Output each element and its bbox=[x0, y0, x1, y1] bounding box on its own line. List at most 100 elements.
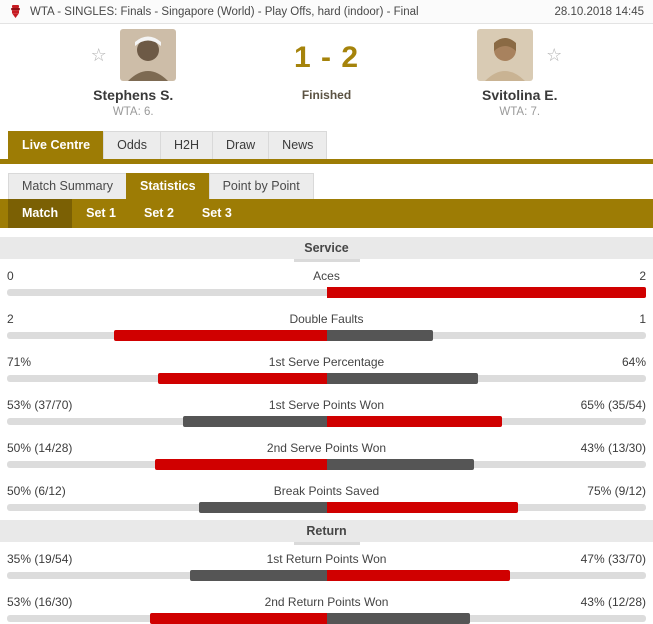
stat-bar-fill-away bbox=[326, 416, 503, 427]
stat-row-1st-serve-percentage: 71% 1st Serve Percentage 64% bbox=[0, 348, 653, 384]
stat-label: Break Points Saved bbox=[273, 484, 380, 498]
player-photo-away[interactable] bbox=[477, 29, 534, 81]
stat-row-double-faults: 2 Double Faults 1 bbox=[0, 305, 653, 341]
player-photo-home[interactable] bbox=[119, 29, 176, 81]
player-name-away[interactable]: Svitolina E. bbox=[482, 87, 558, 103]
tab-h2h[interactable]: H2H bbox=[159, 131, 213, 159]
match-score: 1 - 2 bbox=[293, 41, 360, 74]
participant-home: ☆ Stephens S. WTA: 6. bbox=[0, 29, 267, 131]
stats-section-title: Return bbox=[306, 524, 347, 538]
stats-section-header-service: Service bbox=[0, 237, 653, 262]
stat-label: 1st Serve Points Won bbox=[268, 398, 385, 412]
stat-value-away: 1 bbox=[639, 312, 646, 326]
stat-label: Aces bbox=[313, 269, 340, 283]
match-datetime: 28.10.2018 14:45 bbox=[554, 5, 644, 18]
stat-label: 1st Serve Percentage bbox=[268, 355, 385, 369]
set-tab-match[interactable]: Match bbox=[8, 199, 73, 228]
stat-row-2nd-serve-points-won: 50% (14/28) 2nd Serve Points Won 43% (13/3… bbox=[0, 434, 653, 470]
stat-label: 2nd Return Points Won bbox=[264, 595, 389, 609]
stat-row-1st-return-points-won: 35% (19/54) 1st Return Points Won 47% (33/… bbox=[0, 545, 653, 581]
active-tab-underline bbox=[0, 159, 653, 164]
set-tabs: Match Set 1 Set 2 Set 3 bbox=[0, 199, 653, 228]
stat-bar-fill-home bbox=[113, 330, 327, 341]
sub-tabs: Match Summary Statistics Point by Point bbox=[0, 173, 653, 199]
stat-value-away: 65% (35/54) bbox=[580, 398, 646, 412]
stat-value-home: 0 bbox=[7, 269, 14, 283]
subtab-match-summary[interactable]: Match Summary bbox=[8, 173, 127, 199]
stat-bar bbox=[7, 373, 646, 384]
stat-row-aces: 0 Aces 2 bbox=[0, 262, 653, 298]
set-tab-set-1[interactable]: Set 1 bbox=[86, 206, 117, 220]
stat-bar bbox=[7, 416, 646, 427]
stats-section-header-return: Return bbox=[0, 520, 653, 545]
stat-bar-fill-home bbox=[154, 459, 327, 470]
stat-bar bbox=[7, 570, 646, 581]
stat-bar bbox=[7, 287, 646, 298]
stat-row-break-points-saved: 50% (6/12) Break Points Saved 75% (9/12) bbox=[0, 477, 653, 513]
stat-bar bbox=[7, 330, 646, 341]
stat-texts: 2 Double Faults 1 bbox=[7, 311, 646, 328]
stat-bar-fill-away bbox=[326, 459, 475, 470]
stat-value-home: 50% (14/28) bbox=[7, 441, 73, 455]
stat-bar-fill-home bbox=[190, 570, 327, 581]
stat-label: Double Faults bbox=[289, 312, 364, 326]
stat-bar bbox=[7, 459, 646, 470]
stat-value-away: 2 bbox=[639, 269, 646, 283]
stat-bar-fill-home bbox=[158, 373, 327, 384]
stat-value-away: 64% bbox=[621, 355, 646, 369]
main-tabs: Live Centre Odds H2H Draw News bbox=[0, 131, 653, 159]
match-status: Finished bbox=[301, 88, 352, 102]
player-name-home[interactable]: Stephens S. bbox=[93, 87, 174, 103]
match-header-bar: WTA - SINGLES: Finals - Singapore (World… bbox=[0, 0, 653, 24]
stat-bar-fill-away bbox=[326, 502, 519, 513]
stat-value-away: 43% (12/28) bbox=[580, 595, 646, 609]
player-ranking-away: WTA: 7. bbox=[499, 106, 541, 118]
stat-texts: 53% (37/70) 1st Serve Points Won 65% (35/5… bbox=[7, 397, 646, 414]
stat-label: 1st Return Points Won bbox=[266, 552, 387, 566]
stat-texts: 50% (14/28) 2nd Serve Points Won 43% (13/3… bbox=[7, 440, 646, 457]
stat-texts: 53% (16/30) 2nd Return Points Won 43% (12/… bbox=[7, 594, 646, 611]
stat-value-home: 50% (6/12) bbox=[7, 484, 66, 498]
set-tab-set-2[interactable]: Set 2 bbox=[144, 206, 174, 220]
stat-texts: 35% (19/54) 1st Return Points Won 47% (33/… bbox=[7, 551, 646, 568]
stat-bar-fill-home bbox=[198, 502, 327, 513]
participant-away: ☆ Svitolina E. WTA: 7. bbox=[387, 29, 653, 131]
stat-texts: 71% 1st Serve Percentage 64% bbox=[7, 354, 646, 371]
star-outline-icon[interactable]: ☆ bbox=[546, 45, 563, 65]
score-box: 1 - 2 Finished bbox=[267, 29, 387, 131]
stat-value-home: 35% (19/54) bbox=[7, 552, 73, 566]
section-title-underline bbox=[293, 259, 360, 262]
stat-bar-fill-away bbox=[326, 570, 510, 581]
stat-value-away: 43% (13/30) bbox=[580, 441, 646, 455]
stat-bar bbox=[7, 613, 646, 624]
star-outline-icon[interactable]: ☆ bbox=[90, 45, 107, 65]
set-tab-set-3[interactable]: Set 3 bbox=[201, 206, 232, 220]
stats-section-title: Service bbox=[304, 241, 349, 255]
stat-value-home: 53% (16/30) bbox=[7, 595, 73, 609]
player-ranking-home: WTA: 6. bbox=[112, 106, 154, 118]
stat-texts: 0 Aces 2 bbox=[7, 268, 646, 285]
stat-bar-fill-away bbox=[326, 613, 470, 624]
stat-value-home: 71% bbox=[7, 355, 32, 369]
scoreboard: ☆ Stephens S. WTA: 6. 1 - 2 Finished bbox=[0, 24, 653, 131]
stat-bar-fill-away bbox=[326, 287, 646, 298]
stat-value-away: 47% (33/70) bbox=[580, 552, 646, 566]
stat-bar-fill-home bbox=[150, 613, 327, 624]
tab-odds[interactable]: Odds bbox=[103, 131, 161, 159]
tab-news[interactable]: News bbox=[268, 131, 328, 159]
subtab-point-by-point[interactable]: Point by Point bbox=[208, 173, 314, 199]
statistics-panel: Service 0 Aces 2 2 Double Faults 1 71% 1st Serve… bbox=[0, 237, 653, 624]
stat-value-home: 53% (37/70) bbox=[7, 398, 73, 412]
pin-icon[interactable] bbox=[9, 4, 22, 19]
stat-value-home: 2 bbox=[7, 312, 14, 326]
tournament-title: WTA - SINGLES: Finals - Singapore (World… bbox=[30, 5, 419, 18]
tab-draw[interactable]: Draw bbox=[212, 131, 270, 159]
stat-bar-fill-home bbox=[183, 416, 327, 427]
subtab-statistics[interactable]: Statistics bbox=[126, 173, 210, 199]
tab-live-centre[interactable]: Live Centre bbox=[8, 131, 105, 159]
stat-bar-fill-away bbox=[326, 373, 478, 384]
stat-bar bbox=[7, 502, 646, 513]
stat-label: 2nd Serve Points Won bbox=[266, 441, 387, 455]
stat-value-away: 75% (9/12) bbox=[587, 484, 646, 498]
stat-bar-fill-away bbox=[326, 330, 433, 341]
